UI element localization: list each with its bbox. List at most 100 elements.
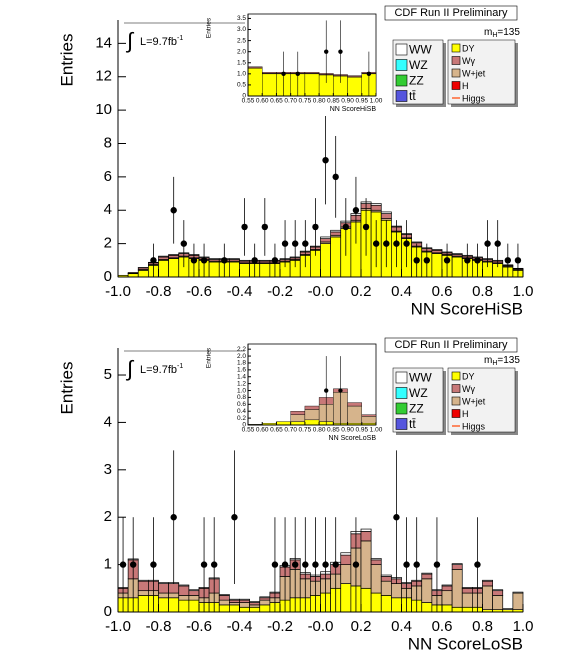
- bar-segment: [137, 595, 149, 613]
- bar-segment: [239, 263, 250, 278]
- data-point: [180, 240, 188, 247]
- data-point: [322, 561, 329, 568]
- data-point: [312, 561, 319, 568]
- title-box: [384, 5, 518, 21]
- bar-segment: [304, 72, 320, 74]
- data-point: [403, 240, 410, 247]
- bar-segment: [451, 568, 463, 608]
- bar-segment: [360, 531, 372, 542]
- y-tick-label: 4: [104, 201, 112, 218]
- bar-segment: [188, 589, 200, 592]
- bar-segment: [168, 592, 180, 599]
- bar-segment: [239, 599, 250, 603]
- x-tick-label: 0.60: [256, 427, 269, 434]
- bar-segment: [259, 259, 271, 262]
- bar-segment: [168, 254, 180, 259]
- bar-segment: [249, 601, 261, 603]
- x-tick-label: 0.80: [313, 98, 326, 105]
- bar-segment: [441, 604, 453, 613]
- bar-segment: [380, 595, 392, 613]
- data-point: [423, 257, 431, 264]
- legend-label: W+jet: [462, 68, 486, 78]
- data-point: [433, 561, 441, 568]
- bar-segment: [441, 585, 453, 592]
- data-point: [231, 514, 238, 521]
- bar-segment: [431, 249, 443, 251]
- data-point: [352, 561, 360, 568]
- bar-segment: [262, 73, 277, 97]
- x-tick-label: 0.90: [341, 427, 354, 434]
- bar-segment: [330, 236, 342, 278]
- bar-segment: [178, 595, 190, 601]
- legend-label: Wγ: [462, 384, 475, 394]
- x-tick-label: 0.4: [391, 283, 412, 300]
- legend-swatch: [395, 74, 408, 87]
- legend-swatch: [395, 371, 408, 384]
- bar-segment: [229, 604, 240, 613]
- bar-segment: [492, 590, 504, 596]
- x-tick-label: -0.0: [308, 618, 334, 635]
- legend-label: Higgs: [462, 421, 486, 431]
- y-axis-title: Entries: [57, 34, 76, 87]
- x-tick-label: 0.60: [256, 98, 269, 105]
- bar-segment: [320, 238, 331, 243]
- y-tick-label: 0.8: [237, 394, 246, 401]
- data-point: [271, 257, 279, 264]
- bar-segment: [249, 606, 261, 613]
- data-point: [413, 257, 420, 264]
- bar-segment: [259, 597, 271, 601]
- legend-label: W+jet: [462, 396, 486, 406]
- data-point: [338, 388, 343, 393]
- lumi-label: L=9.7fb-1: [140, 363, 183, 376]
- bar-segment: [259, 263, 271, 278]
- bar-segment: [158, 592, 169, 599]
- bar-segment: [360, 528, 372, 532]
- y-tick-label: 3: [104, 461, 112, 478]
- bar-segment: [137, 269, 149, 278]
- legend-label: Higgs: [462, 93, 486, 103]
- y-tick-label: 1.0: [237, 387, 246, 394]
- y-tick-label: 0: [242, 93, 246, 100]
- x-tick-label: 0.70: [284, 427, 297, 434]
- bar-segment: [127, 272, 139, 274]
- bar-segment: [304, 73, 320, 97]
- bar-segment: [370, 203, 382, 206]
- bar-segment: [391, 583, 402, 599]
- legend-label: H: [462, 81, 469, 91]
- bar-segment: [451, 253, 463, 255]
- chart-title: CDF Run II Preliminary: [394, 339, 508, 351]
- bar-segment: [347, 76, 362, 97]
- data-point: [504, 257, 512, 264]
- bar-segment: [218, 599, 230, 606]
- y-tick-label: 10: [95, 101, 112, 118]
- bar-segment: [158, 259, 169, 278]
- bar-segment: [370, 558, 382, 561]
- bar-segment: [361, 416, 377, 424]
- bar-segment: [229, 261, 240, 278]
- y-tick-label: 0: [242, 422, 246, 429]
- x-tick-label: 0.65: [270, 427, 283, 434]
- y-axis-title: Entries: [206, 347, 213, 368]
- bar-segment: [411, 241, 423, 244]
- x-tick-label: 0.75: [299, 427, 312, 434]
- y-tick-label: 0: [104, 603, 112, 620]
- bar-segment: [158, 597, 169, 613]
- mass-label: mH=135: [484, 27, 520, 39]
- bar-segment: [431, 253, 443, 278]
- legend-swatch: [451, 68, 461, 78]
- x-tick-label: 0.80: [313, 427, 326, 434]
- bar-segment: [451, 564, 463, 570]
- x-axis-title: NN ScoreHiSB: [411, 299, 523, 318]
- bar-segment: [158, 256, 169, 260]
- legend-swatch: [395, 418, 408, 430]
- y-tick-label: 6: [104, 168, 112, 185]
- legend-label: tt̄: [409, 89, 416, 103]
- bar-segment: [259, 596, 271, 599]
- y-tick-label: 14: [95, 34, 112, 51]
- bar-segment: [391, 597, 402, 613]
- legend-label: WZ: [409, 386, 428, 400]
- mass-value: =135: [497, 27, 520, 38]
- data-point: [372, 240, 380, 247]
- lumi-symbol: ∫: [125, 28, 135, 53]
- bar-segment: [239, 259, 250, 262]
